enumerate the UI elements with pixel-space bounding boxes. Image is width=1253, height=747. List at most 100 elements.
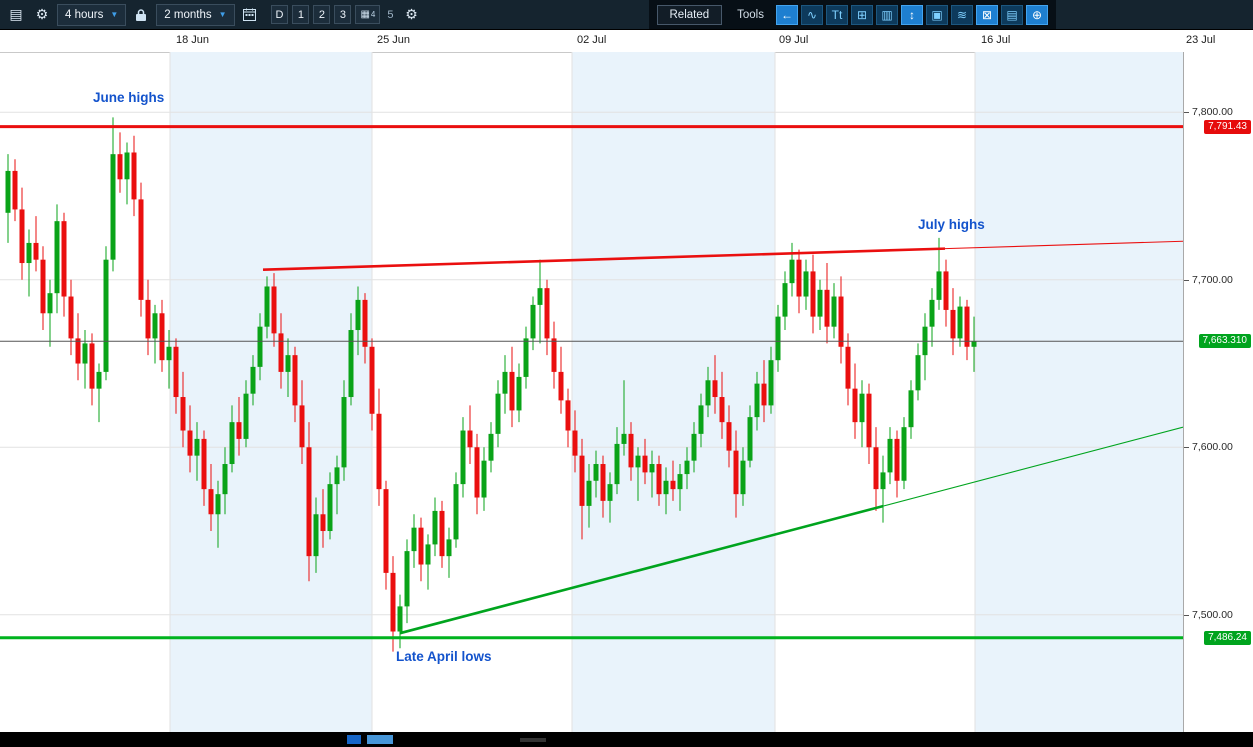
taskbar-item[interactable] bbox=[347, 735, 361, 744]
price-label: 7,800.00 bbox=[1192, 106, 1233, 118]
price-label: 7,700.00 bbox=[1192, 274, 1233, 286]
range-dropdown[interactable]: 2 months ▼ bbox=[156, 3, 235, 26]
text-tool-icon[interactable]: Tt bbox=[826, 4, 848, 25]
annotation-late-april-lows[interactable]: Late April lows bbox=[396, 649, 492, 664]
eraser-tool-icon[interactable]: ⊠ bbox=[976, 4, 998, 25]
date-label: 25 Jun bbox=[377, 34, 411, 46]
candle-body bbox=[278, 333, 284, 372]
duplicate-window-icon[interactable]: ▣ bbox=[926, 4, 948, 25]
indicator-bars-icon[interactable]: ▥ bbox=[876, 4, 898, 25]
candle-body bbox=[453, 484, 459, 540]
layout-button-4[interactable]: ▦ 4 bbox=[355, 5, 381, 24]
candle-width-icon[interactable]: ≋ bbox=[951, 4, 973, 25]
candle-body bbox=[159, 313, 165, 361]
candle-body bbox=[600, 464, 606, 501]
candle-body bbox=[68, 296, 74, 339]
pin-tool-icon[interactable]: ↕ bbox=[901, 4, 923, 25]
layout-button-1[interactable]: 1 bbox=[292, 5, 310, 24]
candle-body bbox=[530, 304, 536, 339]
candle-body bbox=[138, 199, 144, 300]
layout-button-D[interactable]: D bbox=[270, 5, 289, 24]
candle-body bbox=[782, 283, 788, 317]
candle-body bbox=[502, 371, 508, 394]
candle-body bbox=[873, 447, 879, 490]
printer-icon[interactable]: ▤ bbox=[1001, 4, 1023, 25]
back-arrow-icon[interactable]: ← bbox=[776, 4, 798, 25]
gear-icon[interactable]: ⚙ bbox=[31, 4, 53, 26]
date-axis[interactable]: 18 Jun 25 Jun 02 Jul 09 Jul 16 Jul 23 Jul bbox=[0, 30, 1253, 53]
candle-body bbox=[229, 422, 235, 465]
candle-body bbox=[460, 430, 466, 485]
candle-body bbox=[299, 405, 305, 448]
rising-resistance-trendline-extension[interactable] bbox=[944, 240, 1183, 250]
week-band bbox=[572, 52, 775, 732]
candle-body bbox=[845, 346, 851, 389]
candle-body bbox=[89, 343, 95, 389]
lock-icon[interactable] bbox=[130, 4, 152, 26]
layout-button-2[interactable]: 2 bbox=[313, 5, 331, 24]
interval-dropdown[interactable]: 4 hours ▼ bbox=[57, 3, 127, 26]
candle-body bbox=[131, 152, 137, 200]
candle-body bbox=[691, 433, 697, 461]
candle-body bbox=[705, 380, 711, 406]
tool-icons-row: ← ∿ Tt ⊞ ▥ ↕ ▣ ≋ ⊠ ▤ ⊕ bbox=[776, 4, 1048, 25]
candle-body bbox=[824, 289, 830, 327]
chart-prefs-gear-icon[interactable]: ⚙ bbox=[401, 4, 423, 26]
rising-support-trendline[interactable] bbox=[399, 504, 884, 635]
candle-body bbox=[362, 299, 368, 347]
candle-body bbox=[33, 242, 39, 260]
chart-plot-area[interactable] bbox=[0, 52, 1183, 732]
candle-body bbox=[894, 438, 900, 481]
candle-body bbox=[656, 464, 662, 495]
annotation-june-highs[interactable]: June highs bbox=[93, 90, 165, 105]
candle-body bbox=[257, 326, 263, 367]
candle-body bbox=[75, 338, 81, 364]
candle-body bbox=[488, 433, 494, 461]
date-label: 02 Jul bbox=[577, 34, 607, 46]
candle-body bbox=[341, 397, 347, 468]
candle-body bbox=[495, 393, 501, 434]
taskbar-item[interactable] bbox=[367, 735, 393, 744]
date-label: 23 Jul bbox=[1186, 34, 1216, 46]
candle-body bbox=[719, 397, 725, 423]
candle-body bbox=[684, 460, 690, 475]
price-axis[interactable]: 7,800.00 7,700.00 7,600.00 7,500.00 7,791.43… bbox=[1183, 52, 1253, 732]
candle-body bbox=[96, 371, 102, 389]
candle-body bbox=[544, 288, 550, 339]
tools-group: Related Tools ← ∿ Tt ⊞ ▥ ↕ ▣ ≋ ⊠ ▤ ⊕ bbox=[648, 0, 1056, 29]
bottom-bar bbox=[0, 732, 1253, 747]
layout-button-5[interactable]: 5 bbox=[384, 9, 396, 21]
price-label: 7,500.00 bbox=[1192, 609, 1233, 621]
line-drawing-tool-icon[interactable]: ∿ bbox=[801, 4, 823, 25]
interval-label: 4 hours bbox=[65, 8, 104, 21]
rising-support-trendline-extension[interactable] bbox=[882, 426, 1183, 507]
annotation-july-highs[interactable]: July highs bbox=[918, 217, 985, 232]
candle-body bbox=[313, 514, 319, 557]
price-tick-mark bbox=[1184, 280, 1189, 281]
candle-body bbox=[817, 289, 823, 317]
layout-button-3[interactable]: 3 bbox=[334, 5, 352, 24]
candle-body bbox=[523, 338, 529, 377]
chart-menu-icon[interactable]: ▤ bbox=[5, 4, 27, 26]
week-band bbox=[975, 52, 1183, 732]
candle-body bbox=[768, 360, 774, 406]
candle-body bbox=[187, 430, 193, 456]
candle-body bbox=[642, 455, 648, 473]
candle-body bbox=[712, 380, 718, 398]
candle-body bbox=[166, 346, 172, 361]
resistance-price-badge: 7,791.43 bbox=[1204, 120, 1251, 134]
rising-resistance-trendline[interactable] bbox=[262, 247, 946, 272]
price-label: 7,600.00 bbox=[1192, 441, 1233, 453]
related-button[interactable]: Related bbox=[656, 4, 723, 25]
candle-body bbox=[264, 286, 270, 327]
candle-body bbox=[733, 450, 739, 495]
candle-body bbox=[915, 355, 921, 391]
support-price-badge: 7,486.24 bbox=[1204, 631, 1251, 645]
grid-tool-icon[interactable]: ⊞ bbox=[851, 4, 873, 25]
taskbar-item bbox=[520, 738, 546, 742]
chart-region: 18 Jun 25 Jun 02 Jul 09 Jul 16 Jul 23 Jul Jun… bbox=[0, 30, 1253, 732]
chart-settings-icon[interactable]: ⊕ bbox=[1026, 4, 1048, 25]
calendar-icon[interactable] bbox=[239, 4, 261, 26]
candle-body bbox=[929, 299, 935, 327]
